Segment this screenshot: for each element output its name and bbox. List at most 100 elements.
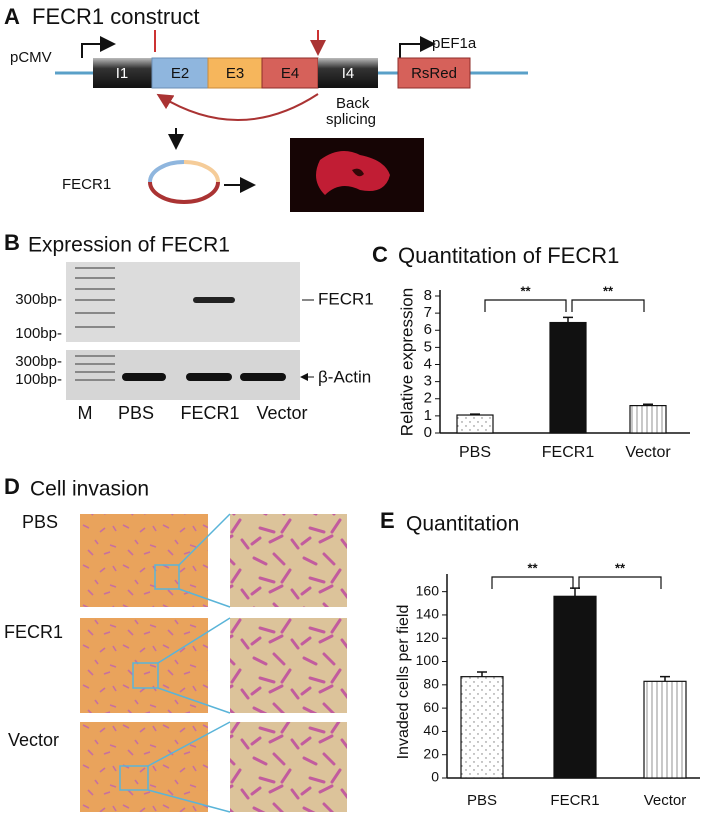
- back-splice-arrow: [156, 93, 319, 121]
- back-splicing-label: splicing: [326, 111, 376, 128]
- ladder: [75, 267, 115, 381]
- panel-letter: A: [4, 4, 20, 29]
- lane-label: FECR1: [180, 403, 239, 423]
- y-tick-label: 0: [424, 424, 432, 441]
- x-tick-label: PBS: [459, 444, 491, 461]
- y-tick-label: 6: [424, 321, 432, 338]
- error-bar: [563, 316, 573, 323]
- size-label: 300bp-: [15, 353, 62, 370]
- y-tick-label: 8: [424, 287, 432, 304]
- significance-label: **: [527, 560, 538, 575]
- segment-label: I1: [116, 65, 129, 82]
- circ-rna: [148, 160, 185, 183]
- y-tick-label: 5: [424, 338, 432, 355]
- lane-label: Vector: [256, 403, 307, 423]
- y-tick-label: 2: [424, 390, 432, 407]
- significance-bracket: [578, 576, 662, 589]
- size-label: 100bp-: [15, 371, 62, 388]
- band: [193, 297, 235, 303]
- segment-label: E3: [226, 65, 244, 82]
- chart-title: Quantitation: [406, 513, 519, 536]
- gel: [66, 262, 300, 342]
- error-bar: [477, 671, 487, 677]
- fluorescence-signal: [352, 168, 364, 177]
- significance-bracket: [484, 299, 567, 312]
- y-tick-label: 160: [416, 582, 440, 598]
- exon: [151, 57, 209, 89]
- panel-letter: D: [4, 474, 20, 499]
- band: [240, 373, 286, 381]
- band: [186, 373, 232, 381]
- circ-rna: [183, 160, 220, 183]
- error-bar: [470, 413, 480, 416]
- y-axis-label: Relative expression: [397, 288, 416, 436]
- bar: [629, 405, 667, 434]
- promoter-label: pEF1a: [432, 35, 477, 52]
- y-tick-label: 3: [424, 373, 432, 390]
- lane-label: M: [78, 403, 93, 423]
- bar: [553, 595, 597, 779]
- significance-label: **: [520, 283, 531, 298]
- intron: [93, 58, 152, 88]
- panel-letter: B: [4, 230, 20, 255]
- reporter-label: RsRed: [411, 65, 457, 82]
- circ-label: FECR1: [62, 176, 111, 193]
- reporter: [397, 57, 471, 89]
- y-tick-label: 60: [423, 699, 439, 715]
- exon: [207, 57, 263, 89]
- error-bar: [570, 587, 580, 597]
- x-tick-label: Vector: [644, 792, 687, 809]
- promoter-arrow: [81, 36, 116, 58]
- panel-title: Cell invasion: [30, 478, 149, 501]
- y-tick-label: 140: [416, 606, 440, 622]
- y-tick-label: 80: [423, 676, 439, 692]
- y-tick-label: 0: [431, 769, 439, 785]
- micrographs: [80, 513, 347, 813]
- significance-label: **: [603, 283, 614, 298]
- y-tick-label: 40: [423, 722, 439, 738]
- row-label: FECR1: [4, 622, 63, 642]
- bar: [643, 680, 687, 779]
- significance-bracket: [571, 299, 645, 312]
- promoter-arrow: [399, 36, 436, 58]
- size-label: 300bp-: [15, 291, 62, 308]
- segment-label: E2: [171, 65, 189, 82]
- y-tick-label: 4: [424, 355, 432, 372]
- error-bar: [660, 675, 670, 682]
- size-label: 100bp-: [15, 325, 62, 342]
- error-bar: [643, 403, 653, 406]
- arrow: [302, 299, 314, 377]
- bar: [549, 321, 587, 434]
- panel-letter: C: [372, 242, 388, 267]
- segment-label: I4: [342, 65, 355, 82]
- bar: [456, 414, 494, 434]
- significance-label: **: [615, 560, 626, 575]
- back-splicing-label: Back: [336, 95, 370, 112]
- band-label: FECR1: [318, 289, 374, 308]
- bar: [460, 676, 504, 779]
- y-tick-label: 1: [424, 407, 432, 424]
- y-tick-label: 120: [416, 629, 440, 645]
- row-label: Vector: [8, 730, 59, 750]
- x-tick-label: FECR1: [550, 792, 599, 809]
- y-tick-label: 7: [424, 304, 432, 321]
- promoter-label: pCMV: [10, 49, 52, 66]
- lane-label: PBS: [118, 403, 154, 423]
- circ-rna: [148, 181, 220, 204]
- splice-site-arrow: [154, 30, 318, 52]
- y-axis-label: Invaded cells per field: [395, 605, 412, 760]
- row-label: PBS: [22, 512, 58, 532]
- chart-title: Quantitation of FECR1: [398, 243, 619, 268]
- band-label: β-Actin: [318, 367, 371, 386]
- panel-title: Expression of FECR1: [28, 234, 230, 257]
- fluorescence-signal: [316, 151, 390, 195]
- x-tick-label: FECR1: [542, 444, 595, 461]
- panel-letter: E: [380, 508, 395, 533]
- x-tick-label: Vector: [625, 444, 671, 461]
- x-tick-label: PBS: [467, 792, 497, 809]
- segment-label: E4: [281, 65, 299, 82]
- band: [122, 373, 166, 381]
- y-tick-label: 100: [416, 652, 440, 668]
